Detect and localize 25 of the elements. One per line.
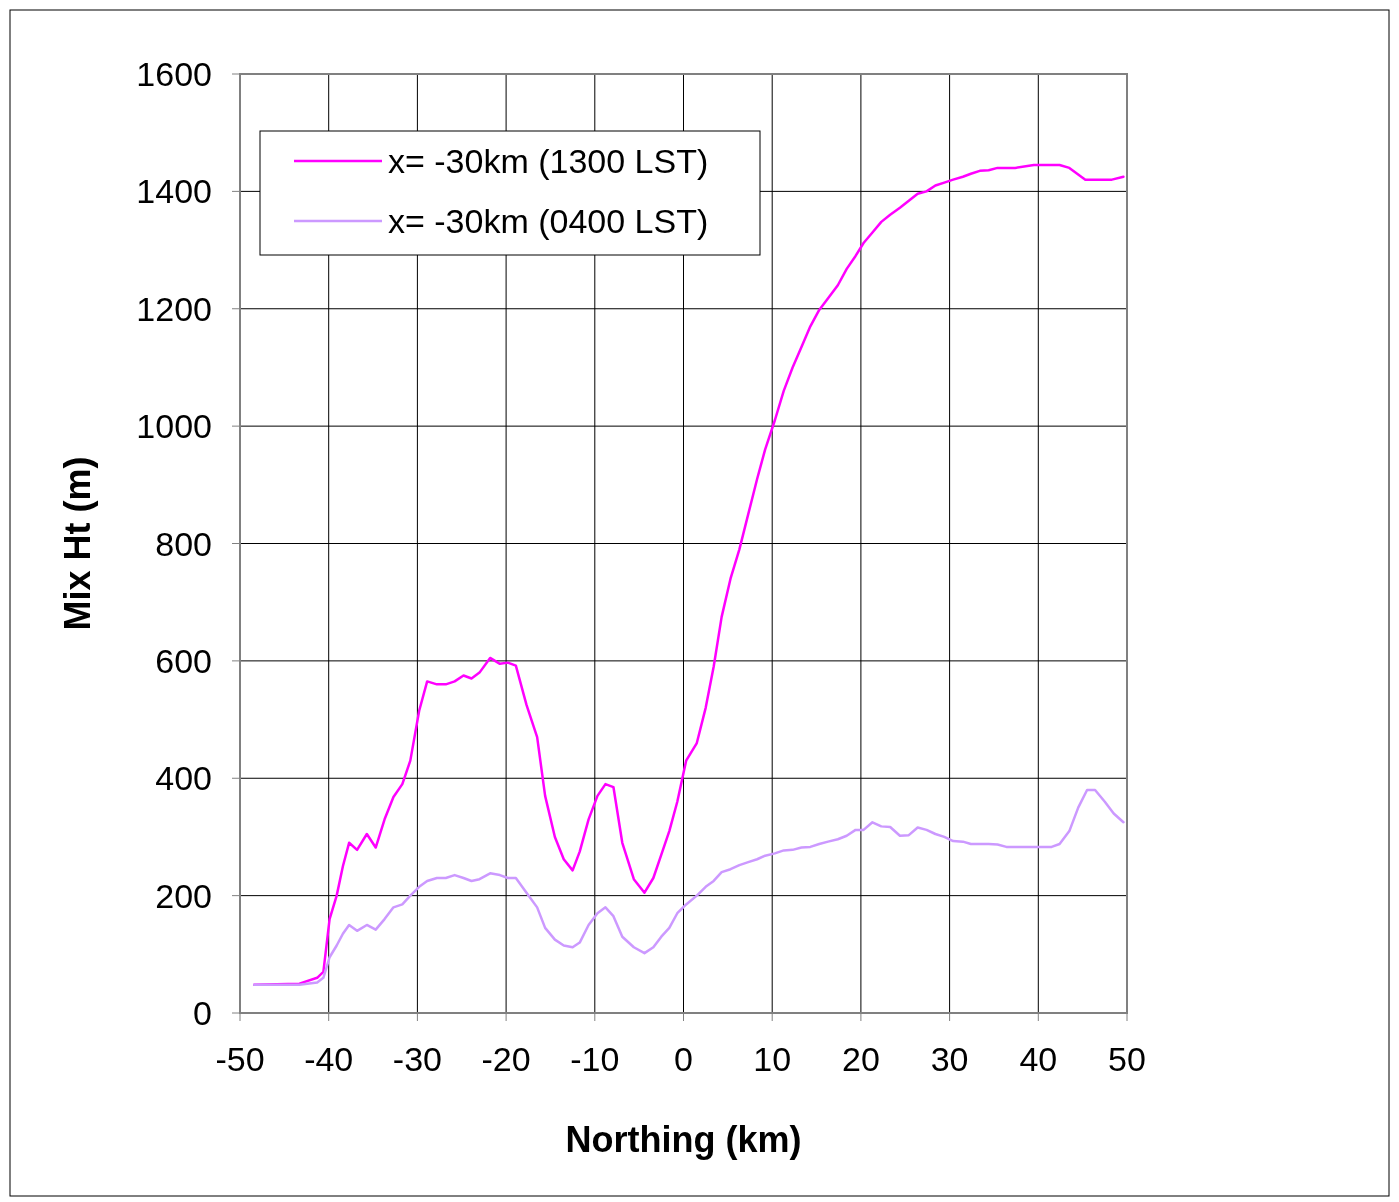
y-tick-label: 600: [155, 641, 212, 680]
y-tick-label: 1200: [136, 289, 212, 328]
y-tick-label: 200: [155, 876, 212, 915]
y-tick-label: 1400: [136, 172, 212, 211]
x-tick-label: 30: [930, 1040, 969, 1078]
x-tick-label: 20: [841, 1040, 880, 1078]
x-tick-label: 50: [1108, 1040, 1146, 1078]
x-tick-label: -10: [570, 1040, 620, 1078]
legend-label: x= -30km (0400 LST): [388, 202, 709, 240]
x-axis-title: Northing (km): [565, 1119, 802, 1160]
y-tick-label: 400: [155, 759, 212, 798]
y-tick-label: 0: [193, 994, 212, 1032]
y-tick-label: 1600: [136, 55, 212, 93]
x-tick-label: -50: [215, 1040, 265, 1078]
line-series: [252, 788, 1125, 987]
x-tick-label: 10: [753, 1040, 792, 1078]
x-tick-label: 0: [674, 1040, 693, 1078]
y-tick-label: 800: [155, 524, 212, 563]
y-tick-label: 1000: [136, 407, 212, 446]
x-tick-label: -30: [392, 1040, 442, 1078]
x-tick-label: -20: [481, 1040, 531, 1078]
x-tick-label: -40: [304, 1040, 354, 1078]
y-axis-title: Mix Ht (m): [57, 456, 98, 631]
x-tick-label: 40: [1019, 1040, 1058, 1078]
legend-label: x= -30km (1300 LST): [388, 142, 709, 180]
